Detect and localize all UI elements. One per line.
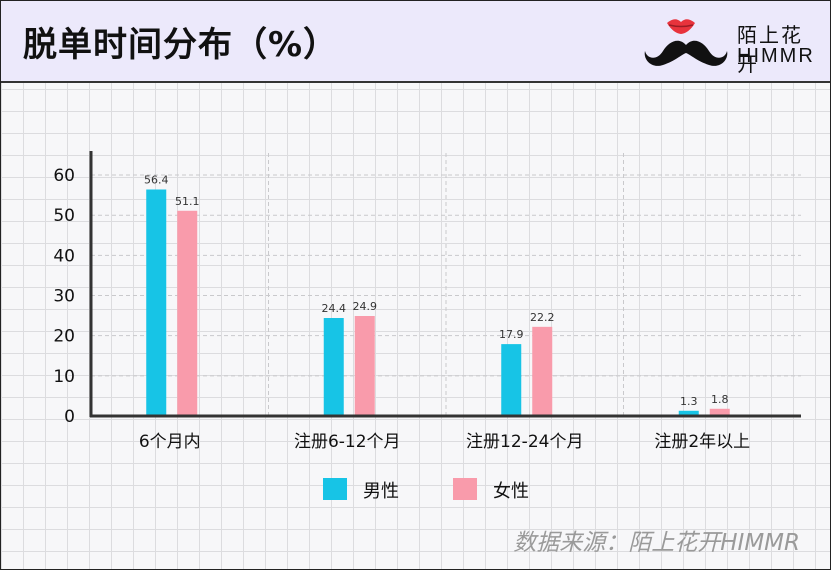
bars bbox=[146, 189, 730, 416]
data-label: 17.9 bbox=[499, 328, 524, 341]
y-tick-label: 10 bbox=[53, 367, 75, 387]
lips-mustache-icon bbox=[644, 19, 728, 66]
x-tick-label: 注册2年以上 bbox=[654, 432, 750, 452]
legend-label: 男性 bbox=[363, 481, 399, 502]
bar-female bbox=[709, 408, 730, 416]
data-labels: 56.4 51.1 24.4 24.9 17.9 22.2 1.3 1.8 bbox=[144, 173, 729, 407]
y-tick-label: 50 bbox=[53, 206, 75, 226]
y-tick-label: 20 bbox=[53, 327, 75, 347]
logo-chinese-text: 陌上花开 bbox=[737, 23, 803, 76]
y-tick-label: 0 bbox=[64, 407, 75, 427]
source-note: 数据来源：陌上花开HIMMR bbox=[513, 530, 800, 556]
bar-female bbox=[354, 315, 375, 416]
header-bar: 脱单时间分布（%） 陌上花开 HIMMR bbox=[1, 1, 830, 83]
logo-latin-text: HIMMR bbox=[737, 45, 815, 67]
bar-male bbox=[678, 410, 699, 416]
x-tick-label: 注册12-24个月 bbox=[466, 432, 583, 452]
axes: 0 10 20 30 40 50 60 6个月内 注册6-12个月 注册12-24个月 注册2年以上 bbox=[53, 151, 801, 452]
x-tick-label: 6个月内 bbox=[139, 432, 201, 452]
legend-label: 女性 bbox=[493, 481, 529, 502]
data-label: 1.3 bbox=[680, 395, 698, 408]
bar-female bbox=[532, 326, 553, 416]
data-label: 1.8 bbox=[711, 393, 729, 406]
bar-female bbox=[177, 210, 198, 416]
mustache-icon bbox=[644, 40, 728, 66]
data-label: 51.1 bbox=[175, 195, 200, 208]
bar-male bbox=[323, 318, 344, 416]
gridlines bbox=[91, 153, 801, 416]
data-label: 22.2 bbox=[530, 311, 555, 324]
y-tick-label: 40 bbox=[53, 246, 75, 266]
data-label: 24.4 bbox=[322, 302, 347, 315]
legend-swatch-female bbox=[453, 478, 477, 500]
legend: 男性 女性 bbox=[323, 478, 529, 502]
y-tick-label: 30 bbox=[53, 287, 75, 307]
data-label: 56.4 bbox=[144, 173, 169, 186]
data-label: 24.9 bbox=[353, 300, 378, 313]
legend-swatch-male bbox=[323, 478, 347, 500]
bar-male bbox=[146, 189, 167, 416]
y-tick-label: 60 bbox=[53, 166, 75, 186]
chart-title: 脱单时间分布（%） bbox=[23, 25, 339, 65]
bar-male bbox=[501, 344, 522, 416]
x-tick-label: 注册6-12个月 bbox=[294, 432, 401, 452]
himmr-logo: 陌上花开 HIMMR bbox=[641, 15, 821, 76]
